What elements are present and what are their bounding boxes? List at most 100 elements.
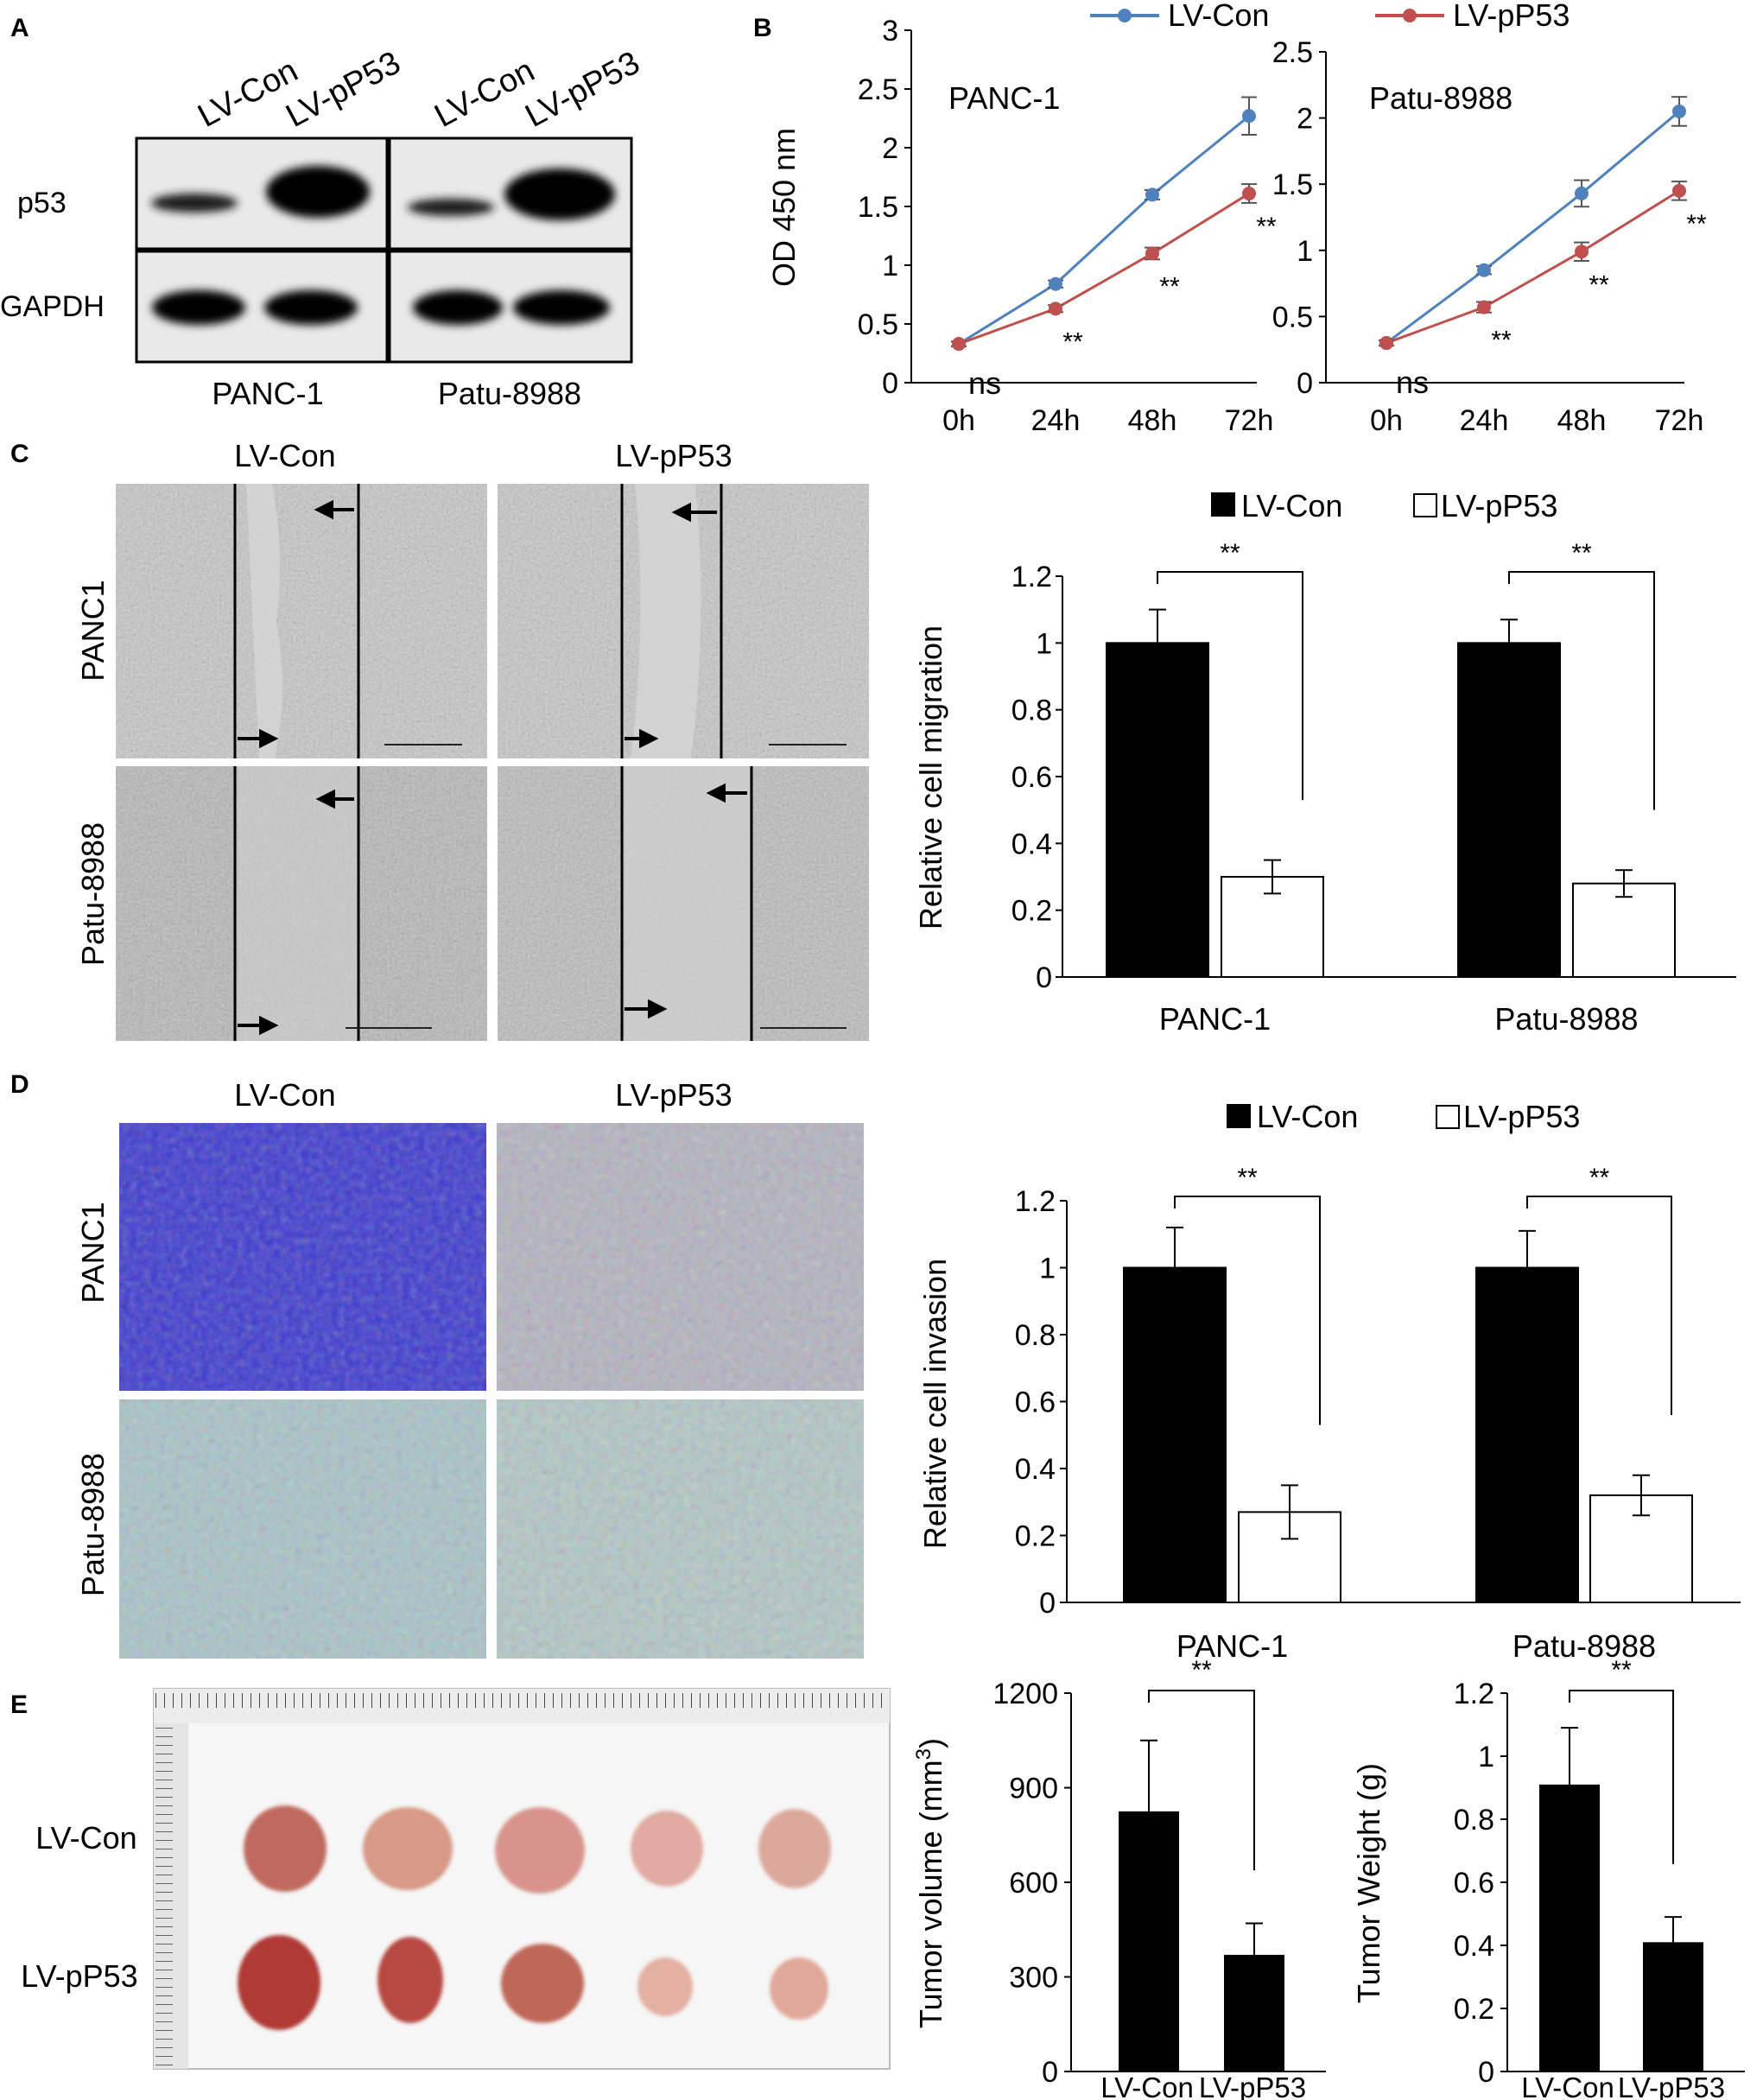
legend-d-con-swatch (1227, 1104, 1251, 1128)
B2-annotation-1: ** (1491, 327, 1512, 355)
E2-category-label-1: LV-pP53 (1618, 2071, 1725, 2100)
D-significance-bracket-0 (1174, 1196, 1321, 1425)
tumor-con-4 (631, 1811, 703, 1887)
B1-s0-point-3 (1242, 109, 1256, 124)
B2-ytick-label-5: 2.5 (1272, 36, 1313, 69)
B2-annotation-0: ns (1396, 365, 1429, 400)
E2-ytick-label-4: 0.8 (1454, 1804, 1494, 1837)
tumor-pp53-3 (501, 1944, 584, 2023)
legend-b-con-label: LV-Con (1168, 0, 1269, 33)
tumor-pp53-1 (238, 1935, 320, 2030)
legend-d-pp53-label: LV-pP53 (1463, 1099, 1580, 1134)
micrograph-c-panc1-pp53 (498, 484, 869, 758)
B1-inset-label: PANC-1 (948, 80, 1060, 116)
micrograph-c-panc1-con (116, 484, 487, 758)
row-label-c-patu: Patu-8988 (75, 822, 111, 966)
B2-s1-point-1 (1477, 300, 1491, 314)
C-significance-bracket-1 (1508, 571, 1655, 810)
chart-relative-migration: 0 0.2 0.4 0.6 0.8 1 1.2 PANC-1 ** Patu-8988 ** Rela… (913, 539, 1736, 1037)
B1-xtick-label-3: 72h (1225, 404, 1274, 437)
transwell-micrographs: LV-Con LV-pP53 PANC1 Patu-8988 (75, 1077, 864, 1659)
B1-ytick-label-6: 3 (882, 15, 898, 48)
tumor-con-3 (495, 1807, 585, 1894)
panel-letter-b: B (753, 14, 772, 42)
row-label-gapdh: GAPDH (0, 290, 105, 323)
band-gapdh-4 (513, 290, 610, 325)
C-ytick-label-5: 1 (1036, 627, 1052, 660)
lane-label-3: LV-Con (429, 53, 541, 135)
B1-annotation-3: ** (1256, 213, 1277, 241)
cell-line-panc1: PANC-1 (212, 376, 323, 411)
E1-ytick-label-1: 300 (1009, 1962, 1058, 1995)
B2-ytick-label-3: 1.5 (1272, 168, 1313, 201)
E2-ytick-label-0: 0 (1478, 2056, 1494, 2089)
B1-s0-point-2 (1145, 187, 1159, 202)
band-gapdh-2 (264, 290, 358, 325)
E1-error-0 (1140, 1739, 1157, 1811)
C-error-1-1 (1615, 869, 1633, 898)
D-error-1-1 (1633, 1474, 1650, 1517)
col-label-d-con: LV-Con (234, 1077, 335, 1113)
D-ytick-label-6: 1.2 (1015, 1185, 1056, 1218)
D-bar-0-0 (1123, 1266, 1227, 1603)
tumor-pp53-2 (377, 1937, 443, 2023)
row-label-c-panc1: PANC1 (75, 580, 111, 681)
C-significance-label-1: ** (1571, 539, 1592, 568)
B2-annotation-2: ** (1589, 270, 1609, 299)
chart-proliferation-panc1: 0 0.5 1 1.5 2 2.5 3 0h 24h 48h 72h ns ** ** ** PANC-1 OD… (766, 15, 1277, 437)
E2-ytick-label-2: 0.4 (1454, 1930, 1494, 1963)
B1-ytick-label-2: 1 (882, 250, 898, 282)
tumor-row-label-pp53: LV-pP53 (21, 1958, 137, 1994)
legend-b-con-marker (1118, 9, 1132, 22)
legend-d-con-label: LV-Con (1257, 1099, 1358, 1134)
D-ytick-label-4: 0.8 (1015, 1319, 1056, 1352)
D-bar-1-0 (1475, 1266, 1579, 1603)
C-bracket-line-1 (1508, 571, 1655, 810)
C-ytick-label-2: 0.4 (1012, 828, 1052, 860)
E1-significance-bracket (1148, 1690, 1255, 1871)
C-bar-1-1 (1572, 882, 1676, 979)
tumor-photo: LV-Con LV-pP53 (21, 1688, 891, 2070)
B1-series-line-1 (958, 192, 1250, 346)
legend-c-pp53-label: LV-pP53 (1441, 488, 1557, 523)
panel-letter-c: C (10, 440, 29, 468)
E2-bar-1 (1643, 1942, 1703, 2071)
band-p53-1 (151, 194, 238, 213)
E2-error-0 (1561, 1727, 1578, 1785)
row-label-p53: p53 (17, 187, 67, 219)
E1-ytick-label-2: 600 (1009, 1867, 1058, 1900)
row-label-d-patu: Patu-8988 (75, 1453, 111, 1596)
band-p53-3 (408, 199, 494, 216)
B1-xtick-label-0: 0h (942, 404, 975, 437)
B2-series-line-1 (1386, 189, 1680, 345)
chart-proliferation-patu: 0 0.5 1 1.5 2 2.5 0h 24h 48h 72h ns ** ** ** Patu-8988 (1272, 36, 1707, 437)
E1-category-label-0: LV-Con (1100, 2071, 1194, 2100)
C-error-1-0 (1500, 619, 1518, 644)
D-bracket-line-1 (1526, 1196, 1672, 1415)
B2-annotation-3: ** (1686, 210, 1707, 238)
lane-label-1: LV-Con (193, 53, 304, 135)
tumor-con-1 (244, 1805, 327, 1892)
C-bar-1-0 (1457, 642, 1561, 978)
legend-c-pp53-swatch (1413, 493, 1437, 517)
micrograph-d-panc1-con (119, 1123, 486, 1391)
legend-c: LV-Con LV-pP53 (1211, 488, 1557, 523)
B2-xtick-label-0: 0h (1370, 404, 1403, 437)
micrograph-c-patu-pp53 (498, 766, 869, 1041)
band-gapdh-3 (413, 290, 503, 325)
legend-d: LV-Con LV-pP53 (1227, 1099, 1580, 1134)
E1-ytick-label-0: 0 (1042, 2056, 1058, 2089)
C-ytick-label-0: 0 (1036, 961, 1052, 994)
B1-annotation-0: ns (968, 365, 1001, 401)
tumor-con-5 (758, 1809, 831, 1888)
micrograph-d-panc1-pp53 (497, 1123, 864, 1391)
B1-ytick-label-0: 0 (882, 367, 898, 400)
D-error-0-0 (1166, 1227, 1183, 1268)
panel-letter-e: E (10, 1691, 28, 1719)
E1-error-1 (1246, 1922, 1263, 1955)
legend-c-con-swatch (1211, 492, 1235, 517)
D-ytick-label-5: 1 (1039, 1253, 1056, 1285)
D-category-label-1: Patu-8988 (1513, 1628, 1656, 1664)
C-bracket-line-0 (1157, 571, 1303, 801)
